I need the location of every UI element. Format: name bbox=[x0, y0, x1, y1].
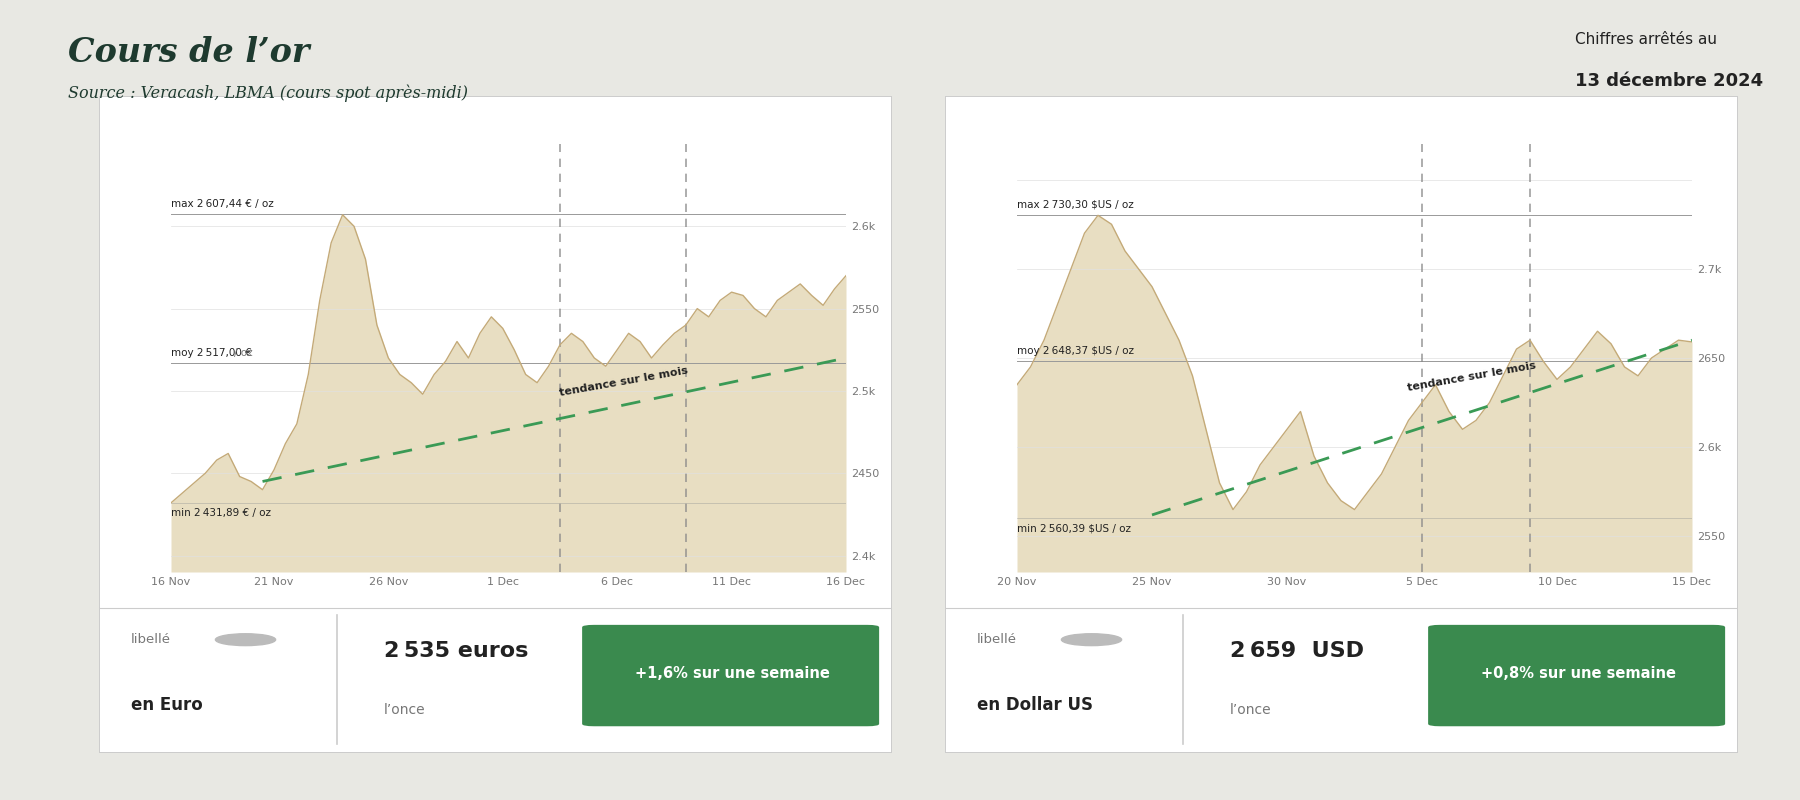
Text: / oz: / oz bbox=[234, 348, 252, 358]
Text: l’once: l’once bbox=[383, 703, 427, 717]
Text: 2 535 euros: 2 535 euros bbox=[383, 641, 529, 661]
Text: +0,8% sur une semaine: +0,8% sur une semaine bbox=[1481, 666, 1676, 682]
Text: libellé: libellé bbox=[131, 633, 171, 646]
Text: libellé: libellé bbox=[977, 633, 1017, 646]
Text: min 2 560,39 $US / oz: min 2 560,39 $US / oz bbox=[1017, 523, 1130, 533]
Text: en Dollar US: en Dollar US bbox=[977, 696, 1093, 714]
Text: Cours de l’or: Cours de l’or bbox=[68, 36, 310, 69]
Text: moy 2 517,00 €: moy 2 517,00 € bbox=[171, 348, 252, 358]
Text: tendance sur le mois: tendance sur le mois bbox=[1408, 361, 1537, 394]
Text: max 2 730,30 $US / oz: max 2 730,30 $US / oz bbox=[1017, 199, 1134, 210]
Text: 2 659  USD: 2 659 USD bbox=[1229, 641, 1364, 661]
FancyBboxPatch shape bbox=[1427, 625, 1724, 726]
Text: en Euro: en Euro bbox=[131, 696, 202, 714]
FancyBboxPatch shape bbox=[581, 625, 878, 726]
Circle shape bbox=[216, 634, 275, 646]
Text: max 2 607,44 € / oz: max 2 607,44 € / oz bbox=[171, 199, 274, 209]
Text: min 2 431,89 € / oz: min 2 431,89 € / oz bbox=[171, 508, 272, 518]
Text: Source : Veracash, LBMA (cours spot après-midi): Source : Veracash, LBMA (cours spot aprè… bbox=[68, 84, 468, 102]
Text: Chiffres arrêtés au: Chiffres arrêtés au bbox=[1575, 32, 1717, 47]
Text: +1,6% sur une semaine: +1,6% sur une semaine bbox=[635, 666, 830, 682]
Circle shape bbox=[1062, 634, 1121, 646]
Text: 13 décembre 2024: 13 décembre 2024 bbox=[1575, 72, 1764, 90]
Text: tendance sur le mois: tendance sur le mois bbox=[558, 365, 689, 398]
Text: l’once: l’once bbox=[1229, 703, 1273, 717]
Text: moy 2 648,37 $US / oz: moy 2 648,37 $US / oz bbox=[1017, 346, 1134, 355]
